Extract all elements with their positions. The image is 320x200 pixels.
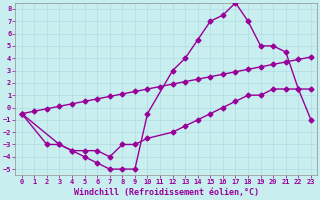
X-axis label: Windchill (Refroidissement éolien,°C): Windchill (Refroidissement éolien,°C)	[74, 188, 259, 197]
